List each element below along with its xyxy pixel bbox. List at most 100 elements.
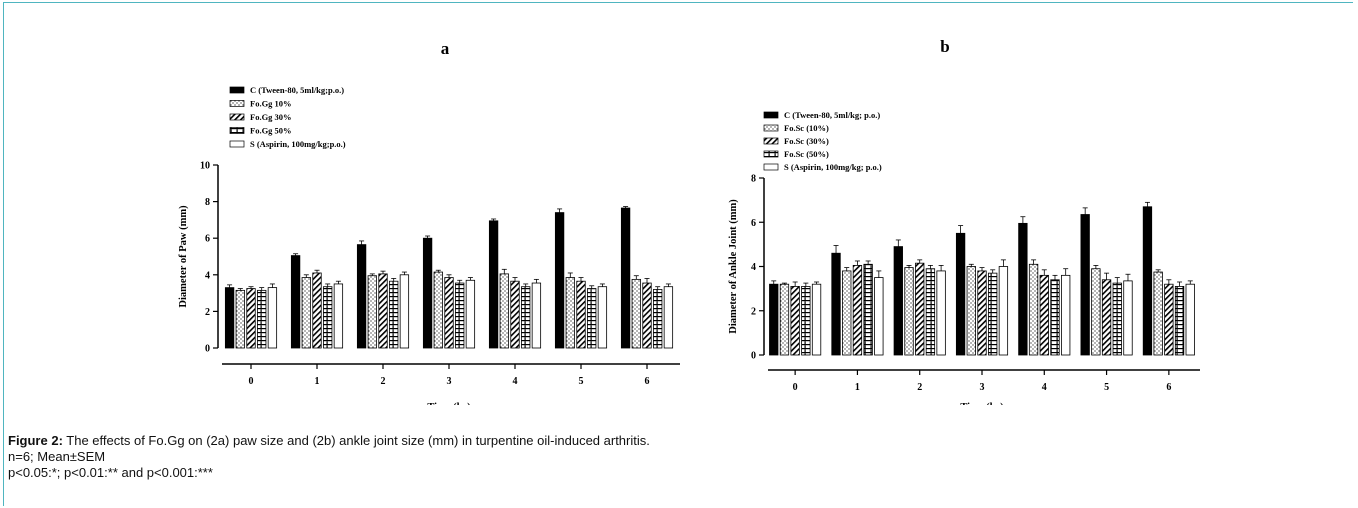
bar <box>433 271 443 349</box>
bar <box>642 282 652 349</box>
legend-label: Fo.Gg 30% <box>250 112 292 122</box>
bar <box>399 274 410 349</box>
bar <box>1142 206 1153 356</box>
bar <box>769 283 779 356</box>
legend-label: C (Tween-80, 5ml/kg;p.o.) <box>250 85 344 95</box>
chart-title: b <box>940 37 949 56</box>
bar <box>790 286 800 356</box>
bar <box>842 270 852 356</box>
bar <box>831 252 841 356</box>
caption-sample-note: n=6; Mean±SEM <box>8 449 106 464</box>
bar <box>1028 263 1039 356</box>
legend-label: Fo.Gg 10% <box>250 99 292 109</box>
legend-swatch <box>229 100 245 107</box>
bar <box>620 207 631 349</box>
bar <box>874 277 884 356</box>
bar <box>977 270 987 356</box>
bar <box>1153 271 1163 356</box>
bar <box>1164 283 1174 356</box>
bar <box>852 264 863 356</box>
figure-frame <box>3 2 1353 506</box>
bar <box>1039 274 1049 356</box>
x-tick-label: 0 <box>793 382 798 393</box>
bar <box>1080 214 1090 356</box>
x-tick-label: 1 <box>315 376 320 387</box>
bar <box>597 286 608 349</box>
chart-title: a <box>441 39 450 58</box>
caption-line: Figure 2: The effects of Fo.Gg on (2a) p… <box>8 433 1308 449</box>
bar <box>587 288 597 349</box>
y-tick-label: 4 <box>751 262 756 273</box>
x-tick-label: 5 <box>1104 382 1109 393</box>
bar <box>955 232 966 356</box>
x-tick-label: 4 <box>1042 382 1047 393</box>
bar <box>531 282 542 349</box>
x-tick-label: 5 <box>579 376 584 387</box>
legend-swatch <box>763 137 779 145</box>
bar <box>422 237 433 349</box>
bar <box>966 266 976 356</box>
x-tick-label: 3 <box>447 376 452 387</box>
x-tick-label: 4 <box>513 376 518 387</box>
bar <box>1123 280 1133 356</box>
bar <box>333 283 344 349</box>
legend-label: S (Aspirin, 100mg/kg; p.o.) <box>784 162 882 172</box>
legend-label: Fo.Sc (50%) <box>784 149 829 159</box>
bar <box>1174 286 1185 356</box>
y-tick-label: 2 <box>205 307 210 318</box>
bar <box>915 262 925 356</box>
legend-swatch <box>229 113 245 121</box>
caption-text: The effects of Fo.Gg on (2a) paw size an… <box>62 433 650 448</box>
legend-label: Fo.Gg 50% <box>250 126 292 136</box>
x-tick-label: 1 <box>855 382 860 393</box>
bar <box>1061 274 1071 356</box>
chart-b: b C (Tween-80, 5ml/kg; p.o.) Fo.Sc (10%) Fo… <box>728 37 1200 405</box>
bar <box>863 263 873 356</box>
x-axis-label: Time (hr) <box>960 402 1004 405</box>
bar <box>576 280 586 349</box>
bar <box>893 246 903 356</box>
bar <box>246 288 256 349</box>
bar <box>465 279 476 349</box>
bar <box>779 283 790 356</box>
bar <box>1050 279 1060 356</box>
bar <box>631 278 641 349</box>
bar <box>323 286 333 349</box>
y-tick-label: 8 <box>205 197 210 208</box>
bar <box>455 282 465 349</box>
caption-label: Figure 2: <box>8 433 63 448</box>
chart-a: a C (Tween-80, 5ml/kg;p.o.) Fo.Gg 10% Fo.Gg… <box>178 39 680 405</box>
bar <box>1101 279 1112 356</box>
bar <box>378 273 388 349</box>
legend-label: Fo.Sc (30%) <box>784 136 829 146</box>
y-axis-label: Diameter of Ankle Joint (mm) <box>728 199 739 334</box>
legend-swatch <box>763 163 779 171</box>
bar <box>356 244 367 349</box>
bar <box>998 266 1009 356</box>
bar <box>663 286 674 349</box>
x-tick-label: 6 <box>1166 382 1171 393</box>
bar <box>444 277 454 349</box>
y-tick-label: 6 <box>751 218 756 229</box>
bar <box>1018 222 1028 356</box>
x-tick-label: 3 <box>980 382 985 393</box>
bar <box>257 289 267 349</box>
x-tick-label: 0 <box>249 376 254 387</box>
bar <box>510 280 520 349</box>
x-tick-label: 2 <box>917 382 922 393</box>
bar <box>267 287 278 349</box>
bar <box>1112 282 1122 356</box>
figure-caption: Figure 2: The effects of Fo.Gg on (2a) p… <box>8 433 1308 481</box>
bar <box>301 277 311 349</box>
legend-swatch <box>229 86 245 94</box>
x-tick-label: 6 <box>645 376 650 387</box>
bar <box>565 277 575 349</box>
y-tick-label: 0 <box>205 344 210 355</box>
y-tick-label: 2 <box>751 306 756 317</box>
bar <box>653 289 663 349</box>
y-tick-label: 8 <box>751 174 756 185</box>
bar <box>1185 283 1195 356</box>
bar <box>1091 268 1101 356</box>
y-tick-label: 6 <box>205 234 210 245</box>
bar <box>312 272 322 349</box>
